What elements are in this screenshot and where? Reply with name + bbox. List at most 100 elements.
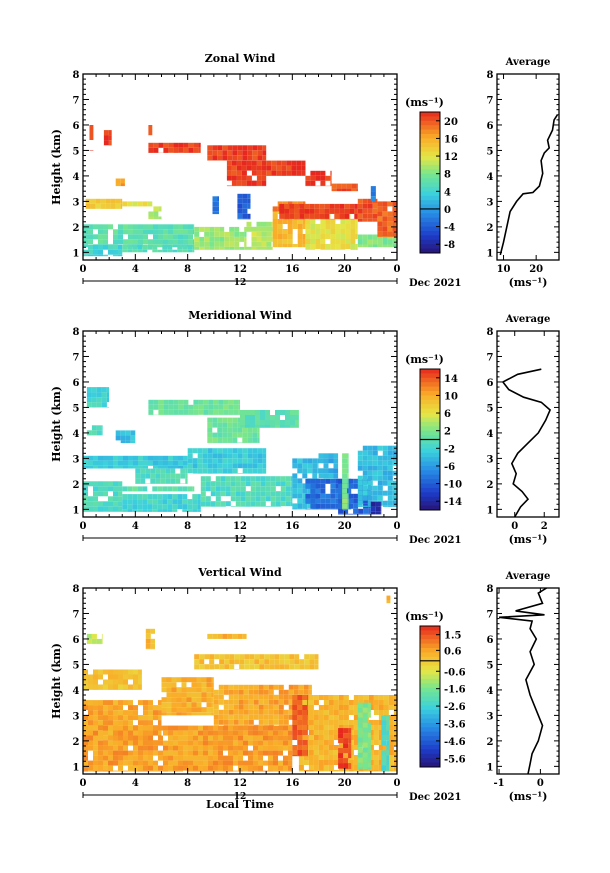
colorbar-band (420, 147, 440, 153)
heatmap-cell (103, 234, 108, 240)
heatmap-cell (133, 760, 138, 766)
heatmap-cell (277, 234, 283, 239)
heatmap-cell (307, 705, 308, 710)
colorbar-band (420, 670, 440, 675)
heatmap-cell (83, 679, 88, 685)
heatmap-cell (142, 249, 148, 253)
heatmap-cell (245, 410, 250, 415)
heatmap-cell (255, 506, 261, 507)
heatmap-cell (223, 725, 228, 731)
heatmap-cell (122, 504, 128, 510)
heatmap-cell (93, 224, 98, 230)
heatmap-cell (357, 742, 363, 748)
heatmap-cell (255, 420, 260, 425)
heatmap-cell (278, 684, 284, 690)
colorbar-band (420, 421, 440, 427)
heatmap-cell (296, 160, 302, 166)
heatmap-cell (233, 725, 238, 731)
heatmap-cell (280, 425, 285, 428)
heatmap-cell (128, 710, 133, 716)
heatmap-cell (263, 740, 268, 746)
heatmap-cell (157, 249, 163, 253)
heatmap-cell (275, 420, 280, 425)
heatmap-cell (153, 730, 158, 736)
heatmap-cell (275, 501, 281, 507)
avg-y-tick-label: 5 (487, 146, 494, 157)
heatmap-cell (185, 473, 188, 479)
heatmap-cell (362, 505, 368, 507)
heatmap-cell (219, 654, 225, 660)
heatmap-cell (305, 175, 311, 181)
heatmap-cell (323, 730, 329, 735)
heatmap-cell (128, 234, 133, 240)
heatmap-cell (200, 486, 206, 492)
heatmap-cell (127, 244, 133, 250)
heatmap-cell (158, 735, 163, 741)
heatmap-cell (313, 735, 319, 740)
heatmap-cell (323, 745, 329, 750)
heatmap-cell (243, 704, 249, 710)
heatmap-cell (227, 473, 233, 474)
heatmap-cell (137, 499, 143, 505)
heatmap-cell (250, 415, 255, 420)
heatmap-cell (252, 427, 258, 433)
heatmap-cell (375, 511, 381, 515)
heatmap-cell (358, 508, 364, 514)
heatmap-cell (237, 193, 243, 199)
heatmap-cell (228, 404, 234, 410)
heatmap-cell (356, 188, 358, 192)
heatmap-cell (310, 508, 316, 510)
heatmap-cell (103, 700, 108, 706)
heatmap-cell (167, 499, 173, 505)
heatmap-cell (113, 465, 118, 469)
heatmap-cell (123, 700, 128, 706)
heatmap-cell (362, 717, 368, 723)
heatmap-cell (108, 765, 113, 771)
avg-y-tick-label: 2 (487, 223, 494, 234)
heatmap-cell (103, 705, 108, 711)
heatmap-cell (227, 422, 233, 428)
heatmap-cell (318, 715, 324, 720)
heatmap-cell (217, 437, 223, 443)
heatmap-cell (312, 463, 318, 469)
heatmap-cell (198, 765, 203, 771)
heatmap-cell (310, 170, 316, 176)
heatmap-cell (163, 409, 169, 415)
heatmap-cell (269, 654, 275, 660)
heatmap-cell (263, 719, 269, 725)
heatmap-cell (313, 730, 319, 735)
heatmap-cell (373, 695, 379, 700)
heatmap-cell (247, 473, 253, 474)
heatmap-cell (291, 160, 297, 166)
heatmap-cell (133, 229, 138, 235)
heatmap-cell (227, 155, 233, 161)
heatmap-cell (283, 699, 289, 705)
heatmap-cell (212, 206, 218, 212)
heatmap-cell (93, 740, 98, 746)
heatmap-cell (310, 239, 316, 244)
heatmap-cell (229, 226, 235, 232)
heatmap-cell (315, 488, 321, 494)
y-tick-label: 5 (73, 660, 80, 671)
heatmap-cell (340, 249, 346, 250)
panel-title: Zonal Wind (205, 52, 276, 65)
heatmap-cell (205, 496, 211, 502)
heatmap-cell (191, 702, 197, 708)
heatmap-cell (268, 765, 273, 771)
heatmap-cell (120, 183, 125, 187)
heatmap-cell (93, 244, 98, 250)
heatmap-cell (123, 669, 128, 675)
heatmap-cell (333, 715, 339, 720)
heatmap-cell (123, 725, 128, 731)
heatmap-cell (259, 664, 265, 670)
colorbar-band (420, 740, 440, 746)
heatmap-cell (347, 458, 349, 464)
heatmap-cell (348, 745, 354, 750)
heatmap-cell (266, 236, 272, 242)
avg-y-tick-label: 1 (487, 505, 494, 516)
heatmap-cell (135, 468, 141, 474)
heatmap-cell (358, 770, 364, 772)
heatmap-cell (262, 453, 267, 459)
heatmap-cell (292, 715, 298, 720)
heatmap-cell (115, 183, 121, 187)
